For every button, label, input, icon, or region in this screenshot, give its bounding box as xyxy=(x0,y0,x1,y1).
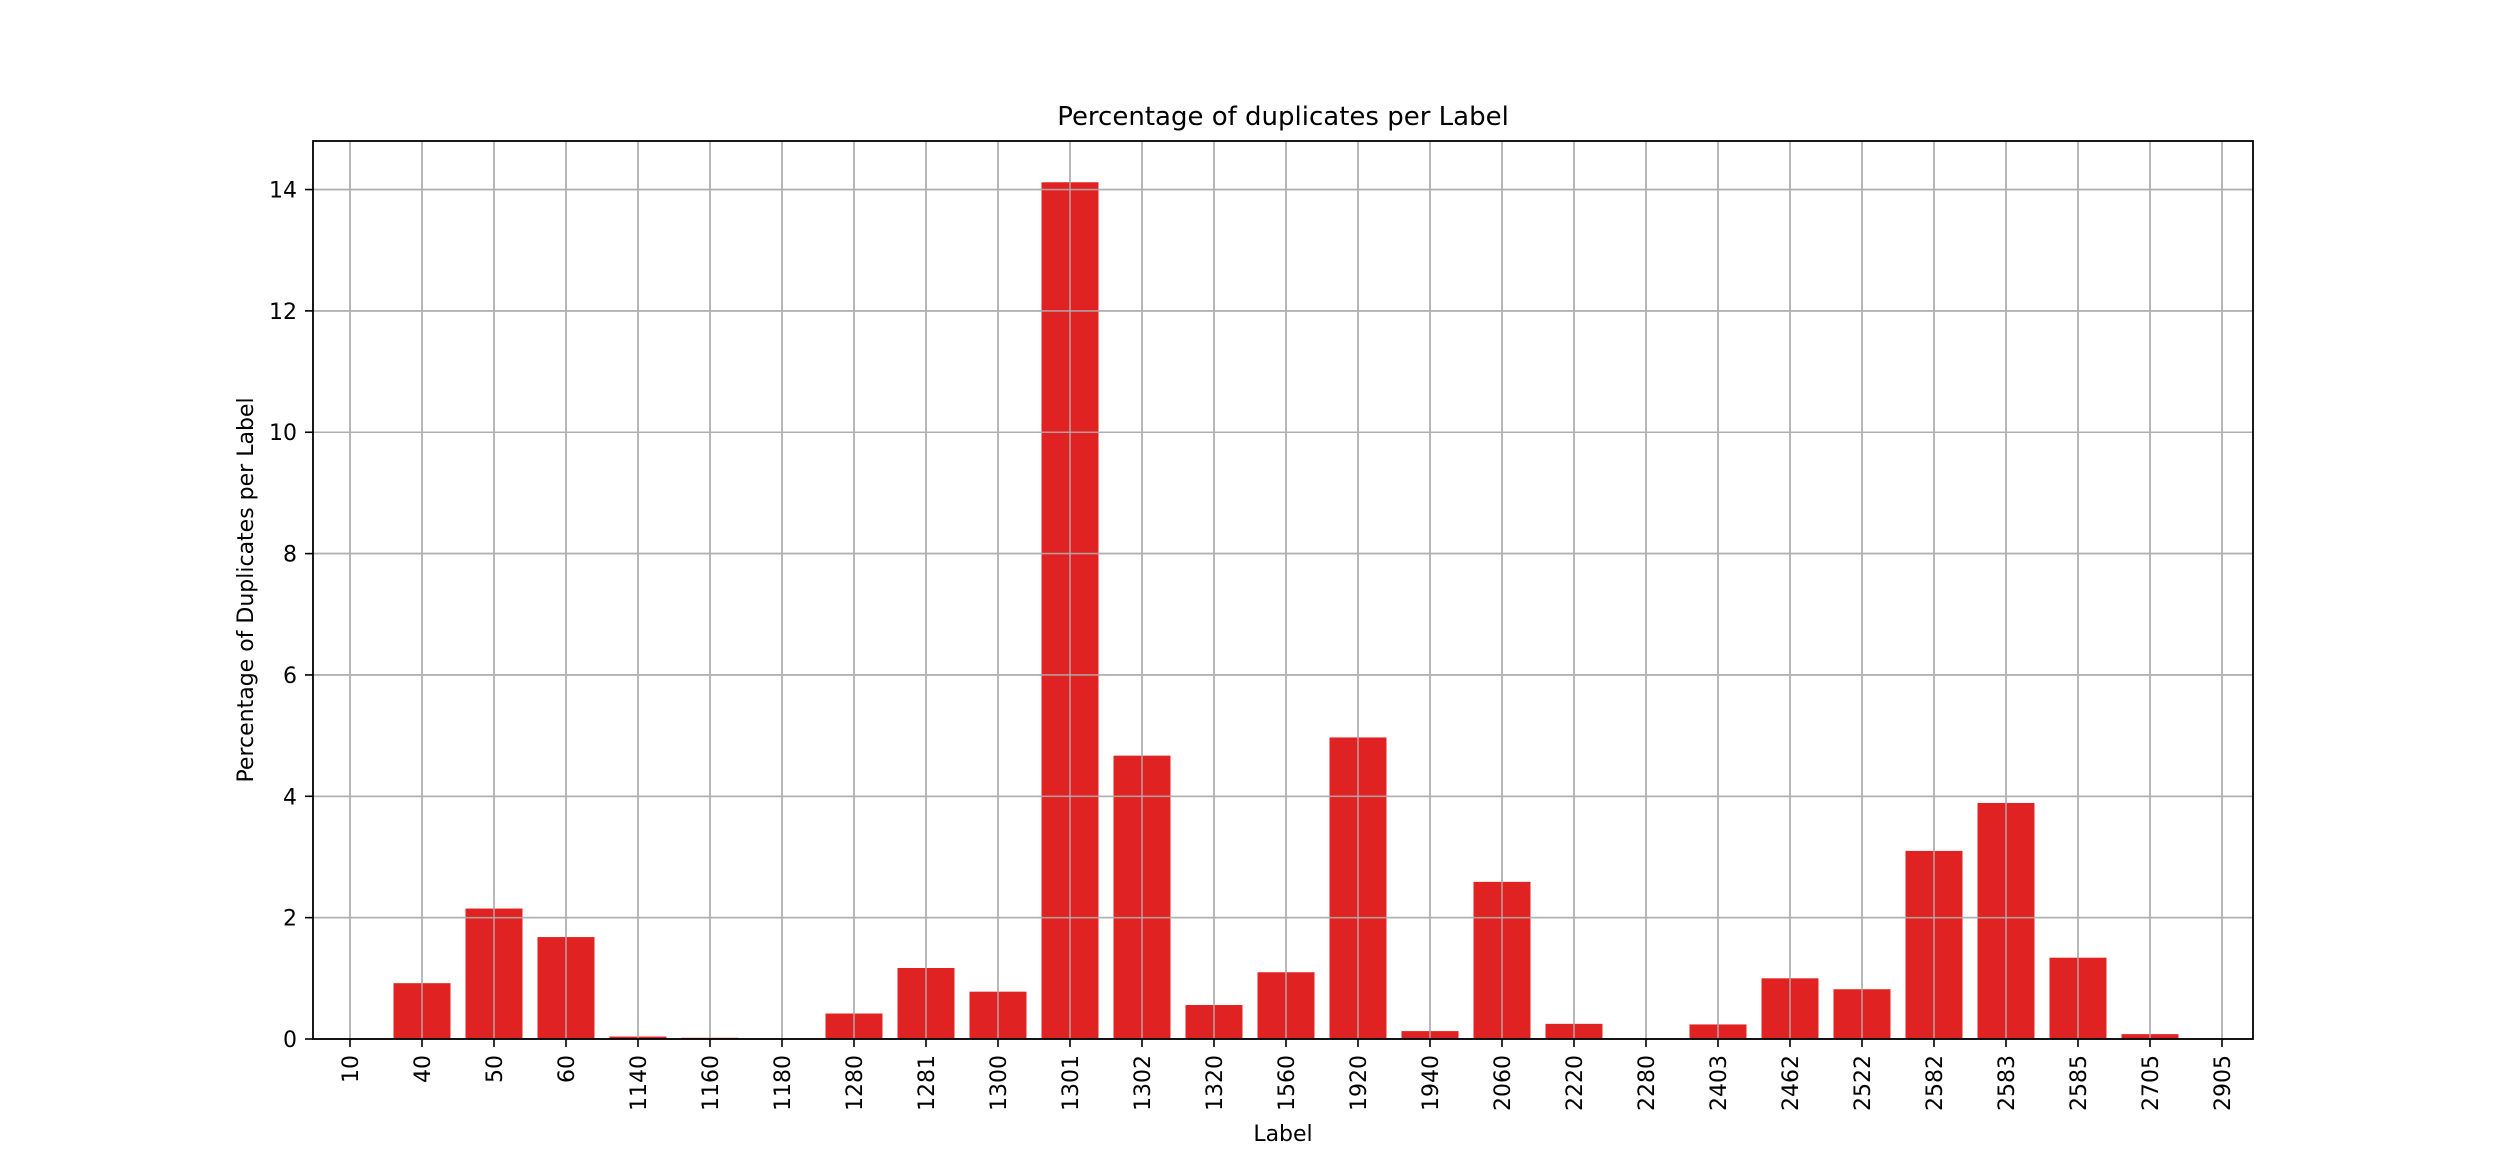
y-tick-label: 6 xyxy=(283,664,297,689)
x-tick-label: 1940 xyxy=(1419,1055,1444,1111)
x-tick-label: 1160 xyxy=(699,1055,724,1111)
x-tick-label: 2403 xyxy=(1707,1055,1732,1111)
x-tick-label: 2705 xyxy=(2139,1055,2164,1111)
x-tick-label: 2060 xyxy=(1491,1055,1516,1111)
x-tick-label: 2905 xyxy=(2211,1055,2236,1111)
x-axis-label: Label xyxy=(1253,1122,1312,1147)
chart-title: Percentage of duplicates per Label xyxy=(1057,102,1509,132)
x-tick-label: 2582 xyxy=(1923,1055,1948,1111)
x-tick-label: 1180 xyxy=(771,1055,796,1111)
grid-overlay xyxy=(313,141,2253,1040)
plot-frame xyxy=(312,140,2254,1040)
x-tick-label: 1300 xyxy=(987,1055,1012,1111)
x-tick-label: 50 xyxy=(483,1055,508,1083)
axis-ticks: 0 2 4 6 8 10 12 14 10 40 50 60 1140 1160 1180 1280 1281 1… xyxy=(269,179,2236,1111)
x-tick-label: 2280 xyxy=(1635,1055,1660,1111)
x-tick-label: 2462 xyxy=(1779,1055,1804,1111)
x-tick-label: 1280 xyxy=(843,1055,868,1111)
y-tick-label: 12 xyxy=(269,300,297,325)
y-tick-label: 14 xyxy=(269,179,297,204)
x-tick-label: 40 xyxy=(411,1055,436,1083)
x-tick-label: 2522 xyxy=(1851,1055,1876,1111)
y-tick-label: 8 xyxy=(283,543,297,568)
x-tick-label: 1560 xyxy=(1275,1055,1300,1111)
y-tick-label: 4 xyxy=(283,785,297,810)
x-tick-label: 1302 xyxy=(1131,1055,1156,1111)
x-tick-label: 2583 xyxy=(1995,1055,2020,1111)
x-tick-label: 10 xyxy=(339,1055,364,1083)
x-tick-label: 2220 xyxy=(1563,1055,1588,1111)
x-tick-label: 60 xyxy=(555,1055,580,1083)
x-tick-label: 2585 xyxy=(2067,1055,2092,1111)
x-tick-label: 1301 xyxy=(1059,1055,1084,1111)
y-axis-label: Percentage of Duplicates per Label xyxy=(234,397,259,782)
y-tick-label: 10 xyxy=(269,421,297,446)
x-tick-label: 1320 xyxy=(1203,1055,1228,1111)
y-tick-label: 0 xyxy=(283,1028,297,1053)
x-tick-label: 1920 xyxy=(1347,1055,1372,1111)
y-tick-label: 2 xyxy=(283,907,297,932)
x-tick-label: 1140 xyxy=(627,1055,652,1111)
x-tick-label: 1281 xyxy=(915,1055,940,1111)
